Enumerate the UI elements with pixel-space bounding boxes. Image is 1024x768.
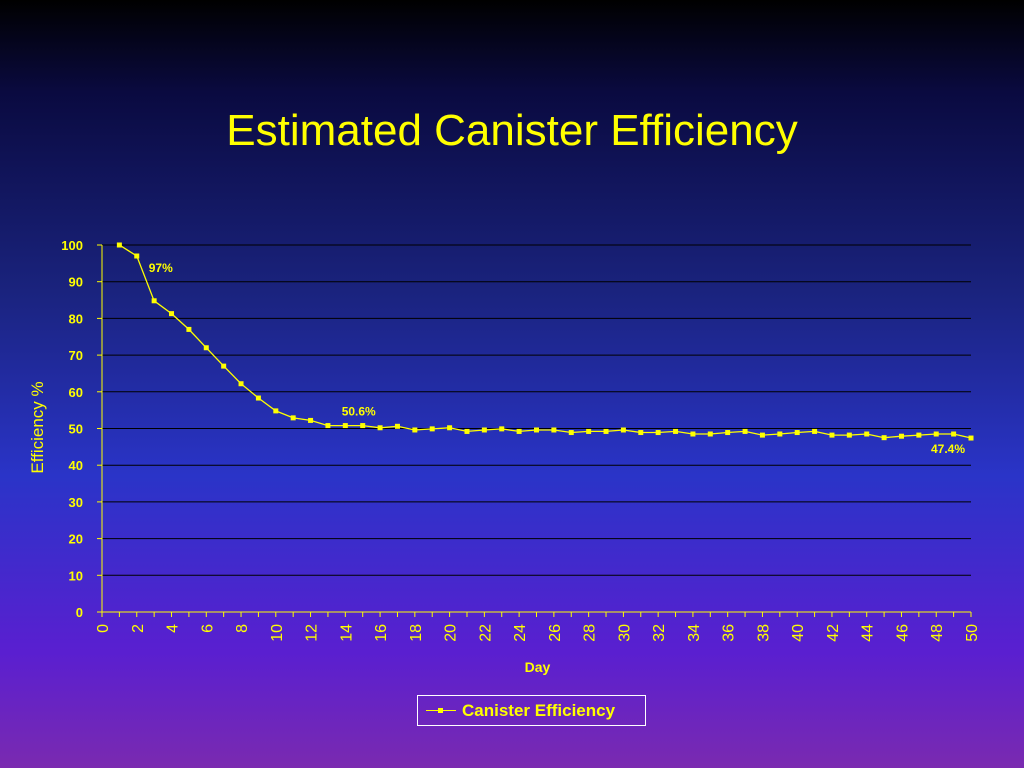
x-tick-label: 12 <box>304 624 321 642</box>
data-point <box>255 395 261 401</box>
data-point <box>238 381 244 387</box>
y-tick-label: 20 <box>69 532 83 547</box>
x-tick-label: 42 <box>825 624 842 642</box>
data-point <box>812 428 818 434</box>
data-point <box>603 428 609 434</box>
x-tick-label: 28 <box>582 624 599 642</box>
x-tick-label: 40 <box>790 624 807 642</box>
data-point <box>742 428 748 434</box>
data-point <box>464 428 470 434</box>
data-point <box>308 417 314 423</box>
y-tick-label: 10 <box>69 568 83 583</box>
y-tick-label: 40 <box>69 458 83 473</box>
x-tick-label: 4 <box>165 624 182 633</box>
x-tick-label: 34 <box>686 624 703 642</box>
data-point <box>151 298 157 304</box>
legend-marker-icon <box>426 705 456 717</box>
data-point <box>568 430 574 436</box>
data-point <box>516 428 522 434</box>
data-point <box>551 427 557 433</box>
data-point <box>898 433 904 439</box>
y-tick-label: 100 <box>61 238 83 253</box>
y-tick-label: 30 <box>69 495 83 510</box>
data-point <box>273 408 279 414</box>
y-axis-title: Efficiency % <box>28 381 47 473</box>
data-point <box>534 427 539 433</box>
data-point <box>881 435 887 441</box>
data-point <box>325 423 331 429</box>
data-point <box>377 425 383 431</box>
data-point <box>342 423 348 429</box>
data-point <box>221 363 227 369</box>
data-point <box>829 432 835 438</box>
data-point <box>203 345 209 351</box>
data-point <box>134 253 140 259</box>
x-tick-label: 26 <box>547 624 564 642</box>
data-label: 50.6% <box>342 405 376 419</box>
data-point <box>916 432 922 438</box>
x-axis-title: Day <box>525 659 551 675</box>
data-point <box>412 427 418 433</box>
x-tick-label: 2 <box>130 624 147 633</box>
series-line <box>119 244 972 439</box>
data-point <box>290 415 296 421</box>
y-tick-label: 50 <box>69 422 83 437</box>
x-tick-label: 22 <box>477 624 494 642</box>
x-tick-label: 46 <box>894 624 911 642</box>
x-tick-label: 32 <box>651 624 668 642</box>
data-label: 97% <box>149 261 173 275</box>
data-point <box>169 311 175 317</box>
data-point <box>447 425 453 431</box>
legend-label: Canister Efficiency <box>462 700 616 720</box>
data-point <box>360 423 366 429</box>
x-tick-label: 8 <box>234 624 251 633</box>
data-point <box>186 326 192 332</box>
data-point <box>690 431 696 437</box>
chart-title: Estimated Canister Efficiency <box>226 106 798 155</box>
data-point <box>951 431 957 437</box>
data-point <box>933 431 939 437</box>
y-tick-label: 0 <box>76 605 83 620</box>
x-tick-label: 24 <box>512 624 529 642</box>
x-tick-label: 18 <box>408 624 425 642</box>
data-point <box>794 430 800 436</box>
x-tick-label: 14 <box>338 624 355 642</box>
data-point <box>759 432 765 438</box>
x-tick-label: 30 <box>616 624 633 642</box>
x-tick-label: 44 <box>860 624 877 642</box>
y-tick-label: 60 <box>69 385 83 400</box>
data-point <box>620 427 626 433</box>
data-point <box>777 431 783 437</box>
x-tick-label: 50 <box>964 624 981 642</box>
x-tick-label: 16 <box>373 624 390 642</box>
data-point <box>673 428 679 434</box>
x-tick-label: 10 <box>269 624 286 642</box>
data-point <box>846 432 852 438</box>
data-point <box>968 435 974 441</box>
x-tick-label: 6 <box>199 624 216 633</box>
data-point <box>429 426 435 432</box>
data-point <box>638 430 644 436</box>
data-point <box>586 428 592 434</box>
legend: Canister Efficiency <box>417 695 646 726</box>
data-point <box>864 431 870 437</box>
data-point <box>394 423 400 429</box>
data-point <box>655 430 661 436</box>
data-label: 47.4% <box>931 442 965 456</box>
y-tick-label: 90 <box>69 275 83 290</box>
data-point <box>725 430 731 436</box>
data-point <box>116 242 122 248</box>
y-tick-label: 80 <box>69 311 83 326</box>
x-tick-label: 36 <box>721 624 738 642</box>
x-tick-label: 48 <box>929 624 946 642</box>
x-tick-label: 20 <box>443 624 460 642</box>
data-point <box>499 426 505 432</box>
x-tick-label: 0 <box>95 624 112 633</box>
data-point <box>481 427 487 433</box>
y-tick-label: 70 <box>69 348 83 363</box>
data-point <box>707 431 713 437</box>
x-tick-label: 38 <box>755 624 772 642</box>
